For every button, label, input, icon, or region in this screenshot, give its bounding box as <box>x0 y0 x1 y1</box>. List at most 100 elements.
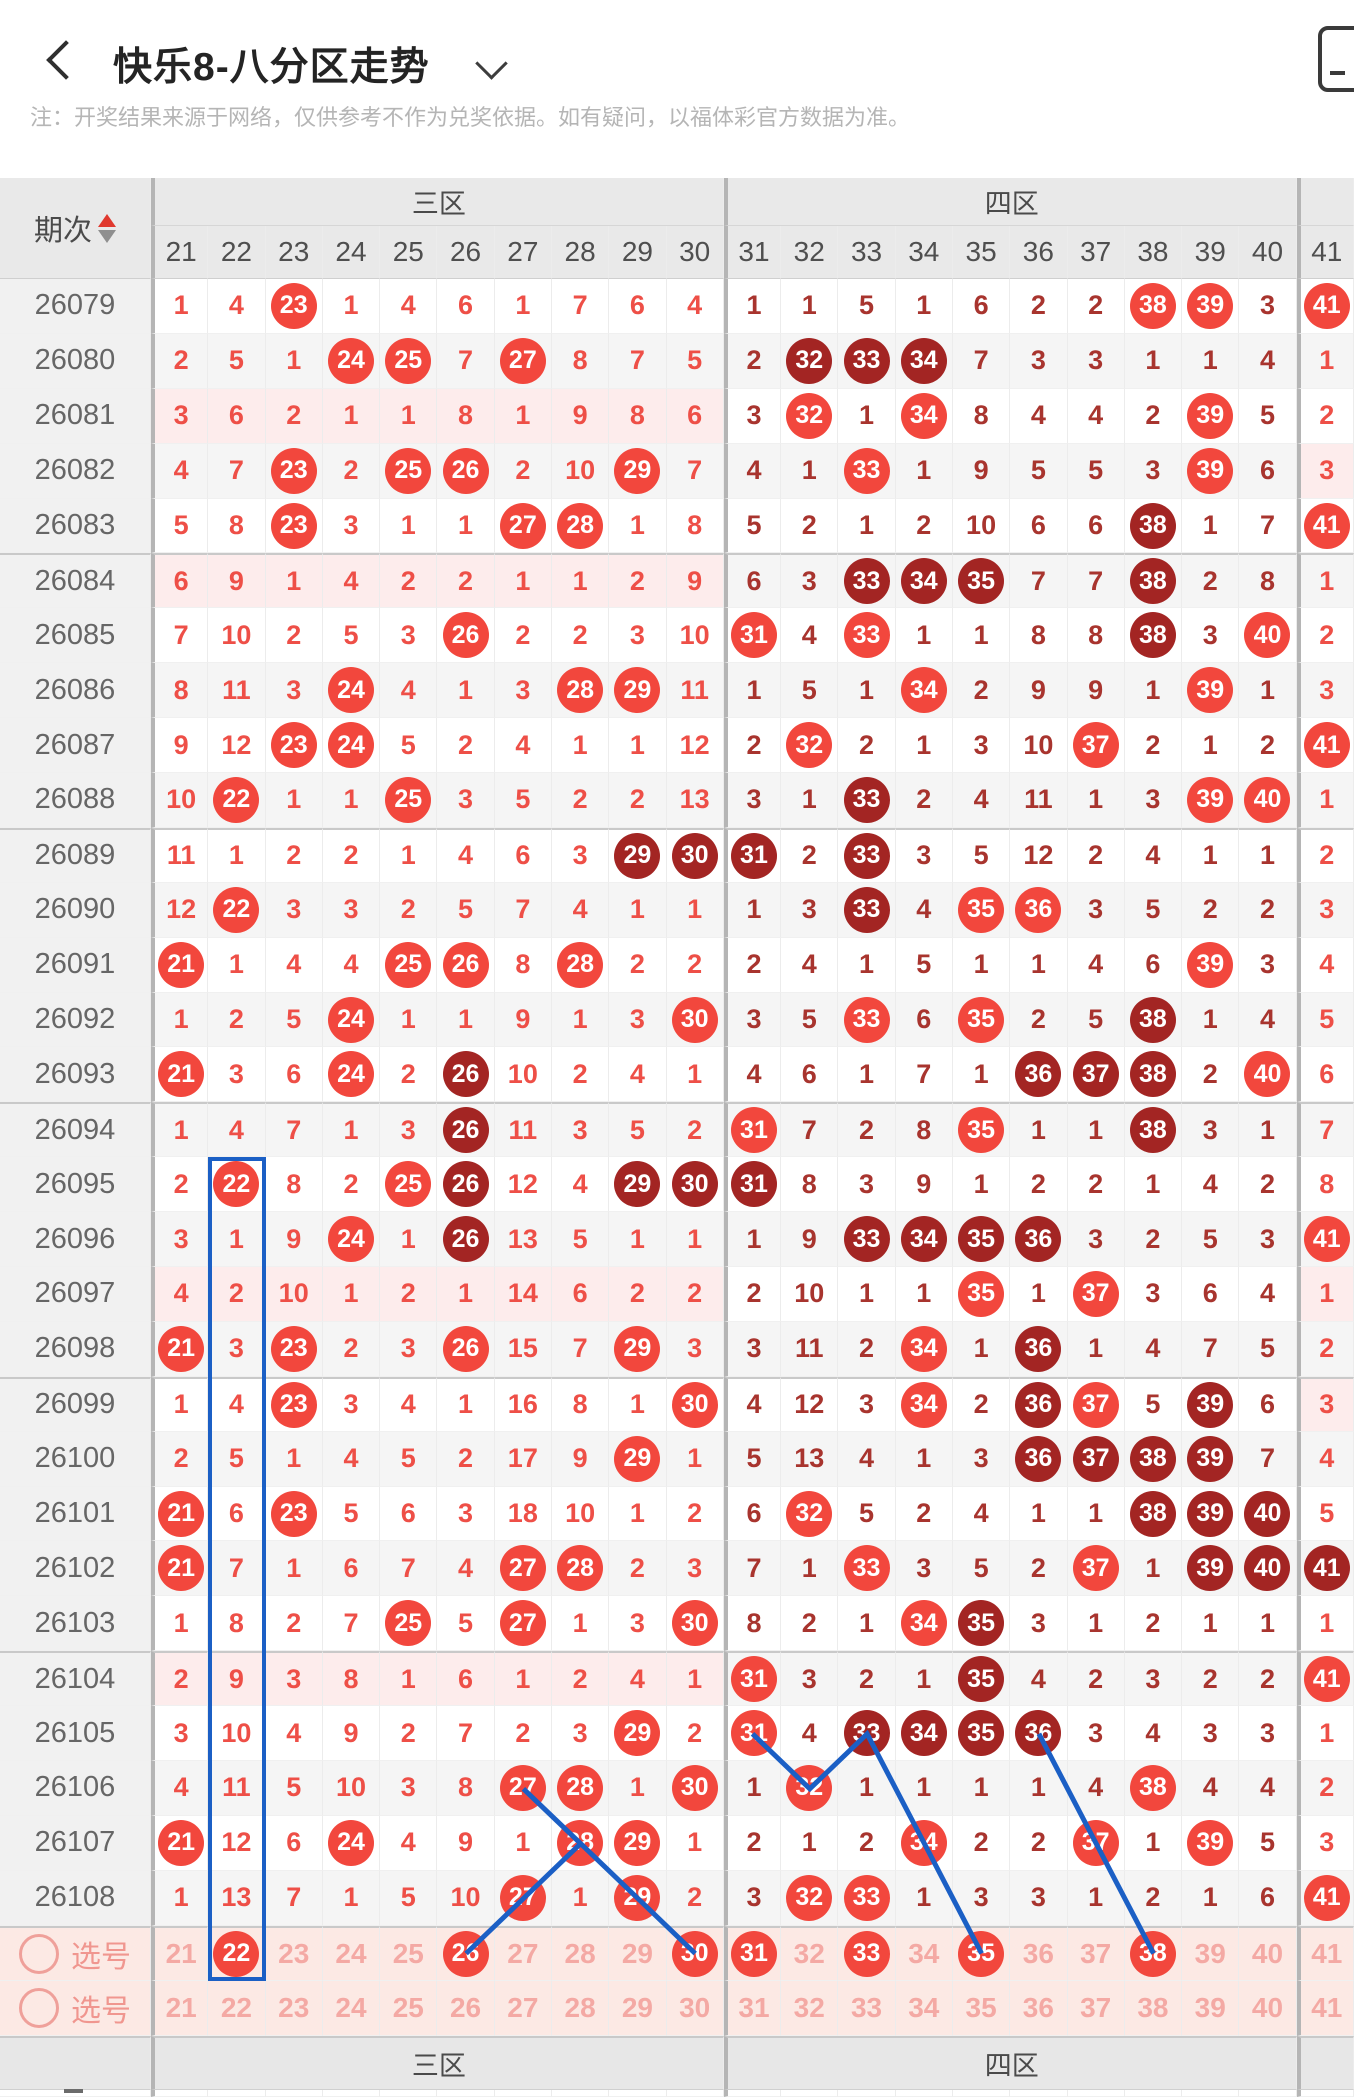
picked-number-ball[interactable]: 30 <box>671 1930 718 1977</box>
pickable-number[interactable]: 33 <box>850 1991 883 2023</box>
pickable-number[interactable]: 24 <box>335 1937 367 1969</box>
chevron-down-icon[interactable] <box>475 47 508 80</box>
back-icon[interactable] <box>46 40 86 80</box>
pickable-number[interactable]: 40 <box>1251 1991 1284 2023</box>
pickable-number[interactable]: 23 <box>278 1937 310 1969</box>
pickable-number[interactable]: 27 <box>507 1937 539 1969</box>
pickable-number[interactable]: 25 <box>392 1991 424 2023</box>
pick-number-cell[interactable]: 40 <box>1239 1925 1297 1981</box>
pick-number-cell[interactable]: 26 <box>437 1980 495 2036</box>
pickable-number[interactable]: 37 <box>1080 1937 1112 1969</box>
pickable-number[interactable]: 34 <box>908 1991 940 2023</box>
picked-number-ball[interactable]: 38 <box>1129 1930 1176 1977</box>
drawn-ball-cell: 24 <box>322 718 381 774</box>
pick-number-cell[interactable]: 31 <box>723 1980 782 2036</box>
radio-circle-icon[interactable] <box>19 1987 59 2028</box>
pick-number-cell[interactable]: 30 <box>666 1980 724 2036</box>
pickable-number[interactable]: 28 <box>564 1937 596 1969</box>
pickable-number[interactable]: 35 <box>965 1991 997 2023</box>
radio-circle-icon[interactable] <box>19 1933 59 1974</box>
pick-number-cell[interactable]: 21 <box>151 1925 209 1981</box>
pickable-number[interactable]: 41 <box>1311 1991 1343 2023</box>
pickable-number[interactable]: 34 <box>908 1937 940 1969</box>
pickable-number[interactable]: 28 <box>564 1991 596 2023</box>
pick-number-cell[interactable]: 27 <box>494 1980 552 2036</box>
pick-number-cell[interactable]: 29 <box>609 1925 667 1981</box>
pickable-number[interactable]: 40 <box>1251 1937 1284 1969</box>
pickable-number[interactable]: 22 <box>220 1991 252 2023</box>
pick-number-cell[interactable]: 38 <box>1124 1980 1183 2036</box>
selection-row-label[interactable]: 选号 <box>0 1925 151 1981</box>
pickable-number[interactable]: 23 <box>278 1991 310 2023</box>
pick-number-cell[interactable]: 27 <box>494 1925 552 1981</box>
pick-number-cell[interactable]: 39 <box>1182 1980 1240 2036</box>
pickable-number[interactable]: 39 <box>1194 1991 1226 2023</box>
pickable-number[interactable]: 31 <box>738 1991 770 2023</box>
pick-number-cell[interactable]: 23 <box>265 1980 323 2036</box>
pickable-number[interactable]: 21 <box>165 1991 197 2023</box>
pick-number-cell[interactable]: 40 <box>1239 1980 1297 2036</box>
pickable-number[interactable]: 36 <box>1022 1937 1054 1969</box>
pickable-number[interactable]: 32 <box>793 1991 825 2023</box>
pick-number-cell[interactable]: 23 <box>265 1925 323 1981</box>
pick-number-cell[interactable]: 29 <box>609 1980 667 2036</box>
pickable-number[interactable]: 27 <box>507 1991 539 2023</box>
pickable-number[interactable]: 38 <box>1137 1991 1169 2023</box>
picked-number-ball[interactable]: 33 <box>843 1930 890 1977</box>
pick-number-cell[interactable]: 33 <box>838 1925 896 1981</box>
pick-number-cell[interactable]: 39 <box>1182 1925 1240 1981</box>
pick-number-cell[interactable]: 28 <box>551 1925 610 1981</box>
pick-number-cell[interactable]: 32 <box>781 1980 839 2036</box>
pick-number-cell[interactable]: 36 <box>1010 1980 1068 2036</box>
pick-number-cell[interactable]: 24 <box>322 1980 381 2036</box>
pick-number-cell[interactable]: 34 <box>895 1980 953 2036</box>
pickable-number[interactable]: 36 <box>1022 1991 1054 2023</box>
screenshot-icon[interactable] <box>1318 26 1354 92</box>
pick-number-cell[interactable]: 28 <box>551 1980 610 2036</box>
pick-number-cell[interactable]: 37 <box>1067 1925 1125 1981</box>
period-sort-header[interactable]: 期次 <box>0 178 151 279</box>
sort-icons[interactable] <box>98 213 116 243</box>
pick-number-cell[interactable]: 22 <box>208 1980 266 2036</box>
pick-number-cell[interactable]: 25 <box>380 1980 438 2036</box>
pick-number-cell[interactable]: 31 <box>723 1925 782 1981</box>
pickable-number[interactable]: 29 <box>621 1937 653 1969</box>
pickable-number[interactable]: 24 <box>335 1991 367 2023</box>
pick-number-cell[interactable]: 25 <box>380 1925 438 1981</box>
pick-number-cell[interactable]: 30 <box>666 1925 724 1981</box>
pick-number-cell[interactable]: 41 <box>1296 1925 1354 1981</box>
pick-number-cell[interactable]: 24 <box>322 1925 381 1981</box>
pick-number-cell[interactable]: 41 <box>1296 1980 1354 2036</box>
disclaimer-note: 注：开奖结果来源于网络，仅供参考不作为兑奖依据。如有疑问，以福体彩官方数据为准。 <box>30 105 911 130</box>
pick-number-cell[interactable]: 34 <box>895 1925 953 1981</box>
miss-count: 9 <box>173 729 189 760</box>
pick-number-cell[interactable]: 35 <box>952 1925 1011 1981</box>
pickable-number[interactable]: 41 <box>1311 1937 1343 1969</box>
miss-count: 3 <box>687 1333 703 1364</box>
pickable-number[interactable]: 26 <box>449 1991 482 2023</box>
pickable-number[interactable]: 39 <box>1194 1937 1226 1969</box>
pickable-number[interactable]: 30 <box>679 1991 711 2023</box>
picked-number-ball[interactable]: 35 <box>958 1930 1005 1977</box>
drawn-number-ball: 26 <box>442 1216 489 1263</box>
pick-number-cell[interactable]: 33 <box>838 1980 896 2036</box>
pickable-number[interactable]: 32 <box>793 1937 825 1969</box>
selection-row-label[interactable]: 选号 <box>0 1980 151 2036</box>
pickable-number[interactable]: 29 <box>621 1991 653 2023</box>
picked-number-ball[interactable]: 22 <box>213 1930 260 1977</box>
picked-number-ball[interactable]: 26 <box>442 1930 489 1977</box>
pick-number-cell[interactable]: 36 <box>1010 1925 1068 1981</box>
pick-number-cell[interactable]: 22 <box>208 1925 266 1981</box>
pickable-number[interactable]: 25 <box>392 1937 424 1969</box>
pick-number-cell[interactable]: 35 <box>952 1980 1011 2036</box>
pickable-number[interactable]: 37 <box>1080 1991 1112 2023</box>
pick-number-cell[interactable]: 21 <box>151 1980 209 2036</box>
pick-number-cell[interactable]: 26 <box>437 1925 495 1981</box>
sort-asc-icon[interactable] <box>98 213 116 227</box>
pick-number-cell[interactable]: 38 <box>1124 1925 1183 1981</box>
pick-number-cell[interactable]: 32 <box>781 1925 839 1981</box>
pickable-number[interactable]: 21 <box>165 1937 197 1969</box>
sort-desc-icon[interactable] <box>98 229 116 243</box>
pick-number-cell[interactable]: 37 <box>1067 1980 1125 2036</box>
picked-number-ball[interactable]: 31 <box>730 1930 777 1977</box>
